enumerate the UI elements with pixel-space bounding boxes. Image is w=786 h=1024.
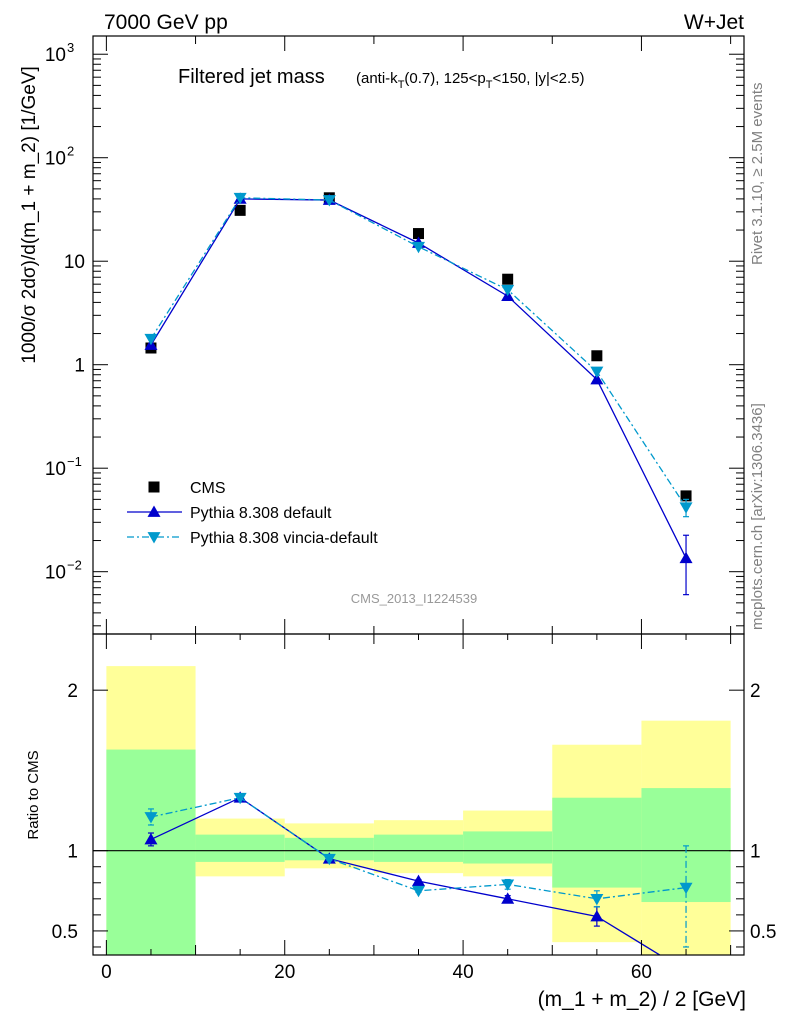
legend: CMS Pythia 8.308 default Pythia 8.308 vinc…: [127, 480, 378, 547]
y-tick-exponent: −1: [67, 454, 82, 469]
data-point-pythia-8-308-vincia-default: [144, 333, 158, 346]
ratio-point-pythia-8-308-default: [412, 874, 425, 887]
legend-marker: [147, 505, 161, 517]
ratio-ylabel: Ratio to CMS: [25, 750, 42, 839]
ratio-series: [144, 791, 693, 955]
data-point-pythia-8-308-default: [590, 372, 604, 385]
subtitle-part-1: (anti-k: [356, 70, 398, 87]
subtitle-sub-1: T: [398, 79, 405, 91]
ratio-point-pythia-8-308-default: [144, 832, 158, 845]
ratio-point-pythia-8-308-vincia-default: [590, 893, 604, 906]
legend-label: CMS: [190, 480, 226, 497]
y-tick-base: 10: [45, 149, 66, 170]
data-point-pythia-8-308-vincia-default: [679, 502, 693, 514]
ratio-y-tick-label-right: 1: [750, 842, 761, 863]
ratio-y-tick-label: 1: [67, 842, 78, 863]
y-tick-label: 10: [45, 459, 66, 480]
data-point-pythia-8-308-vincia-default: [501, 284, 515, 297]
rivet-label: Rivet 3.1.10, ≥ 2.5M events: [749, 83, 766, 266]
ratio-point-pythia-8-308-default: [501, 892, 515, 904]
y-tick-label: 10: [45, 563, 66, 584]
y-tick-base: 10: [45, 45, 66, 66]
main-ylabel: 1000/σ 2dσ)/d(m_1 + m_2) [1/GeV]: [19, 66, 40, 364]
legend-label: Pythia 8.308 default: [190, 505, 332, 522]
legend-label: Pythia 8.308 vincia-default: [190, 530, 378, 547]
y-tick-base: 10: [45, 563, 66, 584]
data-point-pythia-8-308-vincia-default: [590, 366, 604, 378]
ratio-point-pythia-8-308-vincia-default: [322, 853, 336, 866]
y-tick-label: 10: [64, 252, 85, 273]
y-tick-base: 10: [64, 252, 85, 273]
y-tick-label: 10: [45, 45, 66, 66]
x-tick-label: 40: [453, 962, 474, 983]
watermark: CMS_2013_I1224539: [351, 591, 478, 606]
uncertainty-band-green: [106, 749, 196, 955]
y-tick-exponent: −2: [67, 558, 82, 573]
header-right: W+Jet: [684, 11, 744, 34]
uncertainty-band-green: [552, 797, 642, 888]
subtitle-part-2: (0.7), 125<p: [404, 70, 485, 87]
data-point-pythia-8-308-vincia-default: [412, 241, 425, 254]
header-left: 7000 GeV pp: [104, 11, 228, 34]
data-point-pythia-8-308-vincia-default: [233, 192, 247, 205]
data-point-cms: [680, 490, 692, 502]
ratio-y-tick-label: 0.5: [52, 922, 78, 943]
legend-marker: [147, 532, 161, 544]
y-tick-base: 1: [74, 356, 85, 377]
ratio-point-pythia-8-308-vincia-default: [412, 885, 425, 898]
ratio-panel: 0.5 0.51 12 20 20 40 60 Ratio to CMS (m_1 + m_…: [25, 633, 776, 1011]
y-tick-label: 1: [74, 356, 85, 377]
x-tick-label: 20: [274, 962, 295, 983]
data-point-pythia-8-308-vincia-default: [322, 195, 336, 207]
subtitle-sub-2: T: [486, 79, 493, 91]
ratio-point-pythia-8-308-vincia-default: [679, 882, 693, 895]
uncertainty-band-green: [195, 834, 285, 862]
ratio-y-tick-label: 2: [67, 681, 78, 702]
x-axis-label: (m_1 + m_2) / 2 [GeV]: [538, 988, 746, 1011]
data-point-pythia-8-308-default: [679, 551, 693, 564]
uncertainty-band-green: [463, 831, 553, 864]
y-tick-label: 10: [45, 149, 66, 170]
ratio-point-pythia-8-308-default: [590, 909, 604, 922]
y-tick-base: 10: [45, 459, 66, 480]
main-title: Filtered jet mass: [178, 66, 325, 88]
x-tick-label: 0: [101, 962, 112, 983]
ratio-y-tick-label-right: 2: [750, 681, 761, 702]
subtitle-part-3: <150, |y|<2.5): [492, 70, 584, 87]
data-point-cms: [413, 228, 424, 240]
legend-marker: [148, 481, 160, 493]
uncertainty-band-green: [373, 834, 464, 862]
data-point-cms: [502, 273, 514, 285]
y-tick-exponent: 3: [67, 40, 74, 55]
data-point-cms: [234, 204, 246, 216]
x-tick-label: 60: [631, 962, 652, 983]
ratio-point-pythia-8-308-vincia-default: [501, 879, 515, 891]
ratio-point-pythia-8-308-vincia-default: [233, 792, 247, 805]
ratio-y-tick-label-right: 0.5: [750, 922, 776, 943]
y-tick-exponent: 2: [67, 144, 74, 159]
data-point-cms: [591, 350, 603, 362]
mcplots-label: mcplots.cern.ch [arXiv:1306.3436]: [749, 403, 766, 630]
main-subtitle: (anti-kT(0.7), 125<pT<150, |y|<2.5): [356, 70, 585, 91]
ratio-point-pythia-8-308-vincia-default: [144, 812, 158, 824]
